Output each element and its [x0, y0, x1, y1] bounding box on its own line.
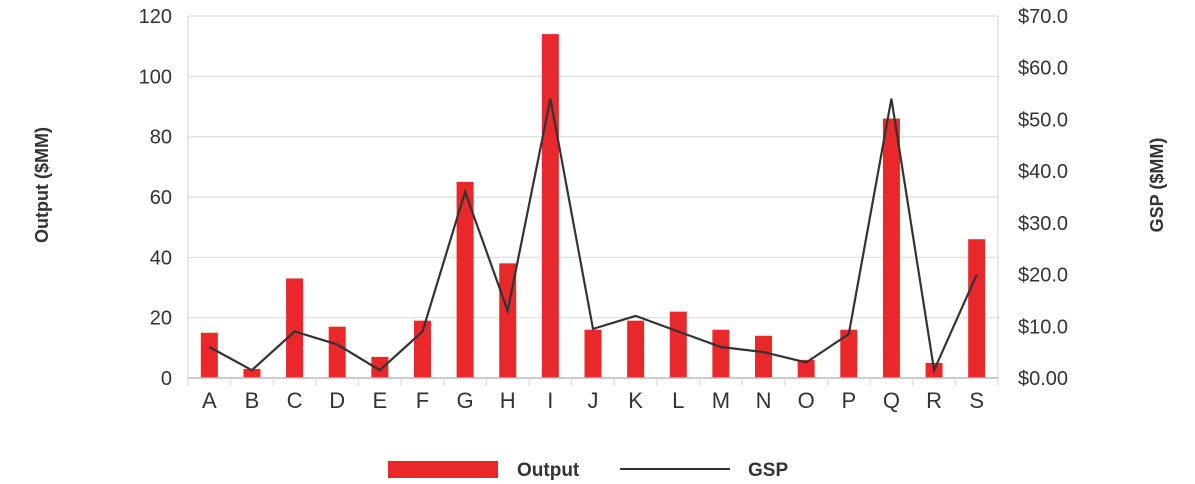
left-axis-title: Output ($MM) — [32, 127, 52, 243]
category-label: G — [457, 388, 474, 413]
left-tick-label: 0 — [161, 368, 172, 390]
output-bar — [712, 329, 730, 378]
category-label: Q — [883, 388, 900, 413]
left-tick-label: 100 — [139, 66, 172, 88]
category-label: J — [588, 388, 599, 413]
category-label: F — [416, 388, 429, 413]
category-label: S — [969, 388, 984, 413]
legend: Output GSP — [388, 460, 788, 481]
output-bar — [840, 329, 858, 378]
category-label: L — [672, 388, 684, 413]
category-label: B — [245, 388, 260, 413]
category-label: N — [756, 388, 772, 413]
legend-gsp-label: GSP — [748, 460, 788, 481]
left-tick-label: 20 — [150, 308, 172, 330]
gridlines — [188, 15, 998, 319]
output-bar — [968, 239, 986, 378]
left-tick-label: 40 — [150, 247, 172, 269]
output-bar — [669, 311, 687, 378]
right-tick-label: $0.00 — [1018, 368, 1068, 390]
output-bar — [200, 332, 218, 378]
category-label: A — [202, 388, 217, 413]
output-bar — [584, 329, 602, 378]
legend-output-label: Output — [517, 460, 580, 481]
output-bar — [797, 359, 815, 378]
output-bar — [541, 34, 559, 378]
right-tick-label: $70.0 — [1018, 6, 1068, 28]
category-label: O — [798, 388, 815, 413]
category-label: I — [547, 388, 553, 413]
output-bar — [882, 118, 900, 379]
category-label: P — [841, 388, 856, 413]
category-label: E — [372, 388, 387, 413]
output-bar — [328, 326, 346, 378]
gsp-line — [208, 98, 978, 375]
legend-output-swatch — [388, 461, 498, 478]
right-tick-label: $40.0 — [1018, 161, 1068, 183]
category-label: H — [500, 388, 516, 413]
output-bar — [243, 368, 261, 378]
right-tick-label: $30.0 — [1018, 213, 1068, 235]
category-label: M — [712, 388, 730, 413]
output-bar — [627, 320, 645, 378]
gsp-line-layer — [208, 98, 978, 375]
right-tick-label: $10.0 — [1018, 316, 1068, 338]
output-bar — [286, 278, 304, 378]
category-label: D — [329, 388, 345, 413]
output-bar — [755, 335, 773, 378]
left-tick-label: 120 — [139, 6, 172, 28]
right-axis-title: GSP ($MM) — [1147, 138, 1167, 233]
left-tick-label: 80 — [150, 127, 172, 149]
category-label: R — [926, 388, 942, 413]
category-label: K — [628, 388, 643, 413]
output-bar — [371, 356, 389, 378]
axes: 0 20 40 60 80 100 120 $0.00 $10.0 $20.0 $30.0 $40.0… — [139, 6, 1068, 413]
category-label: C — [287, 388, 303, 413]
output-bar — [456, 181, 474, 378]
right-tick-label: $20.0 — [1018, 265, 1068, 287]
right-tick-label: $50.0 — [1018, 109, 1068, 131]
right-tick-label: $60.0 — [1018, 58, 1068, 80]
left-tick-label: 60 — [150, 187, 172, 209]
